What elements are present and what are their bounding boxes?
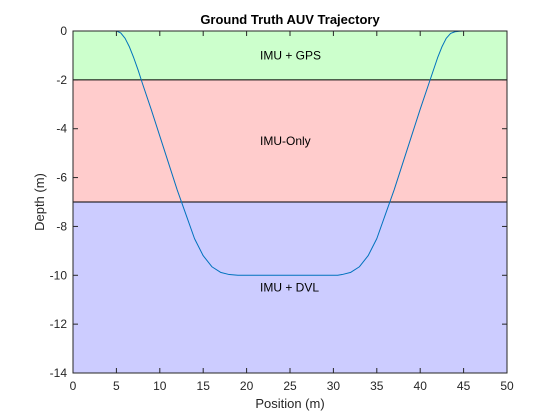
y-tick-label: -14 (50, 366, 68, 380)
x-axis-label: Position (m) (255, 396, 324, 411)
x-tick-label: 10 (153, 379, 167, 393)
x-tick-label: 0 (70, 379, 77, 393)
series-layer (116, 30, 464, 276)
y-axis-label: Depth (m) (32, 173, 47, 231)
x-tick-label: 45 (457, 379, 471, 393)
y-tick-label: -6 (56, 171, 67, 185)
region-label: IMU + DVL (260, 281, 319, 295)
region-band (73, 31, 507, 80)
region-band (73, 202, 507, 373)
region-labels: IMU + GPS IMU-Only IMU + DVL (260, 48, 321, 294)
y-axis: 0 -2 -4 -6 -8 -10 -12 -14 (50, 24, 507, 380)
y-tick-label: -4 (56, 122, 67, 136)
trajectory-line (116, 30, 464, 276)
x-tick-label: 25 (283, 379, 297, 393)
x-tick-label: 35 (370, 379, 384, 393)
y-tick-label: 0 (60, 24, 67, 38)
chart-title: Ground Truth AUV Trajectory (200, 12, 380, 27)
x-tick-label: 30 (327, 379, 341, 393)
y-tick-label: -2 (56, 73, 67, 87)
background-regions (73, 31, 507, 373)
x-tick-label: 20 (240, 379, 254, 393)
y-tick-label: -12 (50, 317, 68, 331)
region-label: IMU + GPS (260, 48, 321, 62)
region-band (73, 79, 507, 202)
x-axis: 0 5 10 15 20 25 30 35 40 45 50 (70, 31, 514, 393)
y-tick-label: -10 (50, 268, 68, 282)
region-label: IMU-Only (260, 134, 311, 148)
y-tick-label: -8 (56, 219, 67, 233)
x-tick-label: 5 (113, 379, 120, 393)
x-tick-label: 50 (500, 379, 514, 393)
x-tick-label: 40 (414, 379, 428, 393)
x-tick-label: 15 (197, 379, 211, 393)
